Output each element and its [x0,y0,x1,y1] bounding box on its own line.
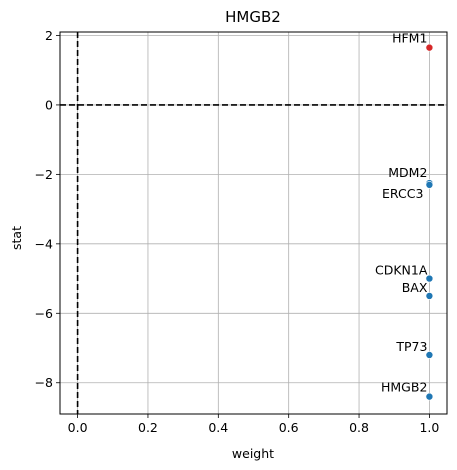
point-cdkn1a [425,274,434,283]
y-tick-label: 2 [45,28,53,43]
point-labels: HFM1 MDM2 ERCC3 CDKN1A BAX TP73 HMGB2 [375,31,428,395]
x-axis-ticks: 0.0 0.2 0.4 0.6 0.8 1.0 [68,414,439,435]
y-tick-label: −4 [35,236,53,251]
point-tp73 [425,351,434,359]
point-label-hfm1: HFM1 [392,31,427,46]
y-axis-label: stat [9,226,24,250]
point-ercc3 [425,181,434,189]
y-axis-ticks: 2 0 −2 −4 −6 −8 [35,28,60,390]
point-label-tp73: TP73 [395,339,427,354]
x-axis-label: weight [232,446,274,461]
x-tick-label: 0.2 [138,420,158,435]
data-points [425,43,434,401]
x-tick-label: 0.6 [279,420,299,435]
y-tick-label: −2 [35,167,53,182]
x-tick-label: 0.8 [349,420,369,435]
point-label-cdkn1a: CDKN1A [375,263,428,278]
point-label-hmgb2: HMGB2 [381,380,427,395]
grid [60,32,447,414]
x-tick-label: 0.0 [68,420,88,435]
point-label-bax: BAX [402,280,428,295]
x-tick-label: 0.4 [208,420,228,435]
point-hmgb2 [425,392,434,401]
y-tick-label: −6 [35,306,53,321]
point-label-ercc3: ERCC3 [382,186,423,201]
x-tick-label: 1.0 [419,420,439,435]
point-bax [425,292,434,300]
plot-frame [59,31,448,415]
y-tick-label: 0 [45,97,53,112]
reference-lines [60,32,447,414]
point-label-mdm2: MDM2 [388,165,427,180]
point-hfm1 [425,43,434,52]
y-tick-label: −8 [35,375,53,390]
chart-title: HMGB2 [225,8,281,26]
